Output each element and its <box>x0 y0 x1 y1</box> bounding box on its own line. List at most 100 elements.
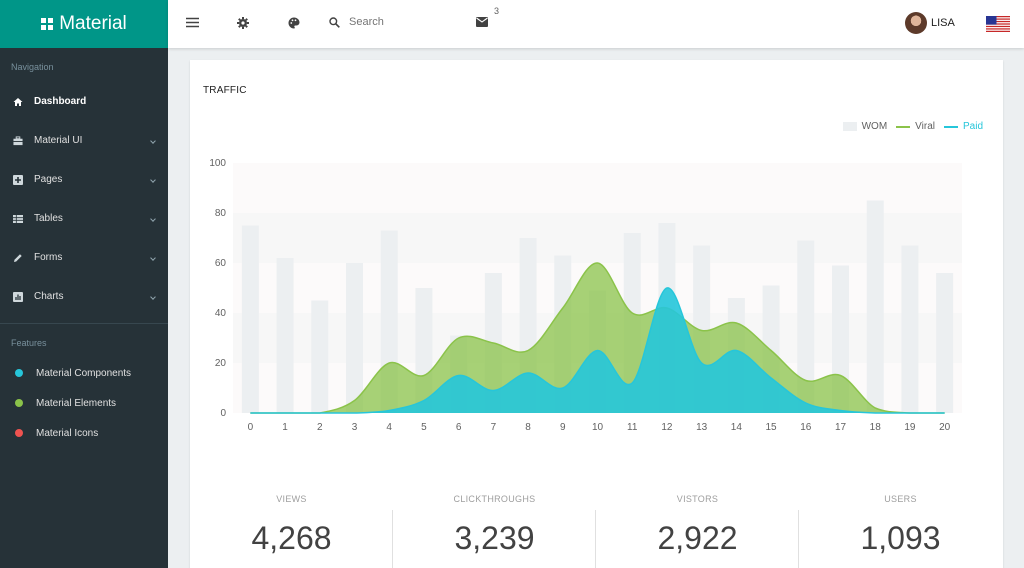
stat-value: 3,239 <box>454 520 535 556</box>
bar-19 <box>901 245 919 413</box>
bar-16 <box>797 240 815 413</box>
stat-value: 1,093 <box>860 520 941 556</box>
x-tick-label: 12 <box>661 422 673 433</box>
traffic-card: TRAFFIC 0 20 40 60 80 100 0 1 2 3 4 5 6 7 8 9 10 11 12 13 14… <box>190 60 1003 568</box>
sidebar-item-label: Forms <box>34 252 63 263</box>
stat-divider <box>595 510 596 568</box>
sidebar-item-pages[interactable]: Pages <box>0 160 168 199</box>
brand-logo[interactable]: Material <box>0 0 168 48</box>
sidebar-item-material-components[interactable]: Material Components <box>0 358 168 388</box>
x-tick-label: 20 <box>939 422 951 433</box>
bar-20 <box>936 273 954 413</box>
plus-box-icon <box>13 174 23 185</box>
menu-icon[interactable] <box>186 17 199 28</box>
stat-label: VISTORS <box>676 494 719 504</box>
x-tick-label: 3 <box>352 422 358 433</box>
table-icon <box>13 214 23 224</box>
y-tick-label: 20 <box>215 358 227 369</box>
sidebar-item-label: Charts <box>34 291 64 302</box>
stat-views: VIEWS 4,268 <box>190 485 393 568</box>
plot-band <box>233 163 962 213</box>
stat-label: USERS <box>884 494 917 504</box>
legend-swatch <box>842 122 857 131</box>
stat-visitors: VISTORS 2,922 <box>596 485 799 568</box>
x-tick-label: 2 <box>317 422 323 433</box>
red-dot-icon <box>15 429 23 437</box>
y-tick-label: 80 <box>215 208 227 219</box>
sidebar-item-label: Material Elements <box>36 397 117 409</box>
topbar: 3 LISA <box>168 0 1024 48</box>
chevron-down-icon <box>150 215 156 222</box>
sidebar-item-label: Material UI <box>34 135 83 146</box>
stat-value: 4,268 <box>251 520 332 556</box>
sidebar-item-charts[interactable]: Charts <box>0 277 168 316</box>
sidebar-item-label: Pages <box>34 174 63 185</box>
pencil-icon <box>13 253 23 263</box>
bar-0 <box>241 225 259 413</box>
area-paid <box>250 287 945 413</box>
legend-label: Viral <box>915 121 935 132</box>
us-flag-icon[interactable] <box>986 16 1010 32</box>
search-icon[interactable] <box>329 17 340 28</box>
chevron-down-icon <box>150 176 156 183</box>
y-tick-label: 100 <box>209 158 226 169</box>
y-tick-label: 60 <box>215 258 227 269</box>
palette-icon[interactable] <box>288 17 300 29</box>
chevron-down-icon <box>150 254 156 261</box>
legend-item-paid[interactable]: Paid <box>943 121 983 132</box>
avatar <box>905 12 927 34</box>
legend-swatch <box>943 125 958 128</box>
sidebar-item-forms[interactable]: Forms <box>0 238 168 277</box>
dashboard-grid-icon <box>41 18 54 30</box>
x-tick-label: 4 <box>386 422 392 433</box>
sidebar-item-label: Material Icons <box>36 427 99 439</box>
sidebar-item-material-elements[interactable]: Material Elements <box>0 388 168 418</box>
sidebar: Navigation Dashboard Material UI Pages T… <box>0 48 168 568</box>
sidebar-item-tables[interactable]: Tables <box>0 199 168 238</box>
legend-item-wom[interactable]: WOM <box>842 121 887 132</box>
search-input[interactable] <box>349 16 459 28</box>
mail-icon[interactable] <box>476 17 488 27</box>
stat-divider <box>392 510 393 568</box>
stat-value: 2,922 <box>657 520 738 556</box>
stat-users: USERS 1,093 <box>799 485 1002 568</box>
bar-18 <box>866 200 884 413</box>
navigation-section-title: Navigation <box>11 62 54 72</box>
legend-item-viral[interactable]: Viral <box>896 121 935 132</box>
x-tick-label: 14 <box>731 422 743 433</box>
sidebar-item-label: Tables <box>34 213 63 224</box>
user-menu[interactable]: LISA <box>905 12 955 34</box>
bar-2 <box>311 300 329 413</box>
sidebar-item-material-ui[interactable]: Material UI <box>0 121 168 160</box>
x-tick-label: 17 <box>835 422 847 433</box>
x-tick-label: 10 <box>592 422 604 433</box>
x-tick-label: 15 <box>766 422 778 433</box>
stat-divider <box>798 510 799 568</box>
stat-label: CLICKTHROUGHS <box>453 494 536 504</box>
card-title: TRAFFIC <box>203 85 247 96</box>
x-tick-label: 13 <box>696 422 708 433</box>
area-viral <box>250 262 945 413</box>
x-tick-label: 5 <box>421 422 427 433</box>
legend-swatch <box>896 125 911 128</box>
sidebar-item-dashboard[interactable]: Dashboard <box>0 82 168 121</box>
x-tick-label: 9 <box>560 422 566 433</box>
chevron-down-icon <box>150 293 156 300</box>
sidebar-item-material-icons[interactable]: Material Icons <box>0 418 168 448</box>
features-section-title: Features <box>11 338 47 348</box>
sidebar-item-label: Material Components <box>36 367 132 379</box>
x-tick-label: 18 <box>870 422 882 433</box>
green-dot-icon <box>15 399 23 407</box>
x-tick-label: 7 <box>491 422 497 433</box>
x-tick-label: 8 <box>525 422 531 433</box>
y-tick-label: 0 <box>220 408 226 419</box>
stat-clickthroughs: CLICKTHROUGHS 3,239 <box>393 485 596 568</box>
gear-icon[interactable] <box>237 17 249 29</box>
chart-legend: WOM Viral Paid <box>842 121 983 132</box>
y-tick-label: 40 <box>215 308 227 319</box>
x-tick-label: 6 <box>456 422 462 433</box>
cyan-dot-icon <box>15 369 23 377</box>
brand-name: Material <box>59 13 127 34</box>
sidebar-item-label: Dashboard <box>34 96 87 107</box>
